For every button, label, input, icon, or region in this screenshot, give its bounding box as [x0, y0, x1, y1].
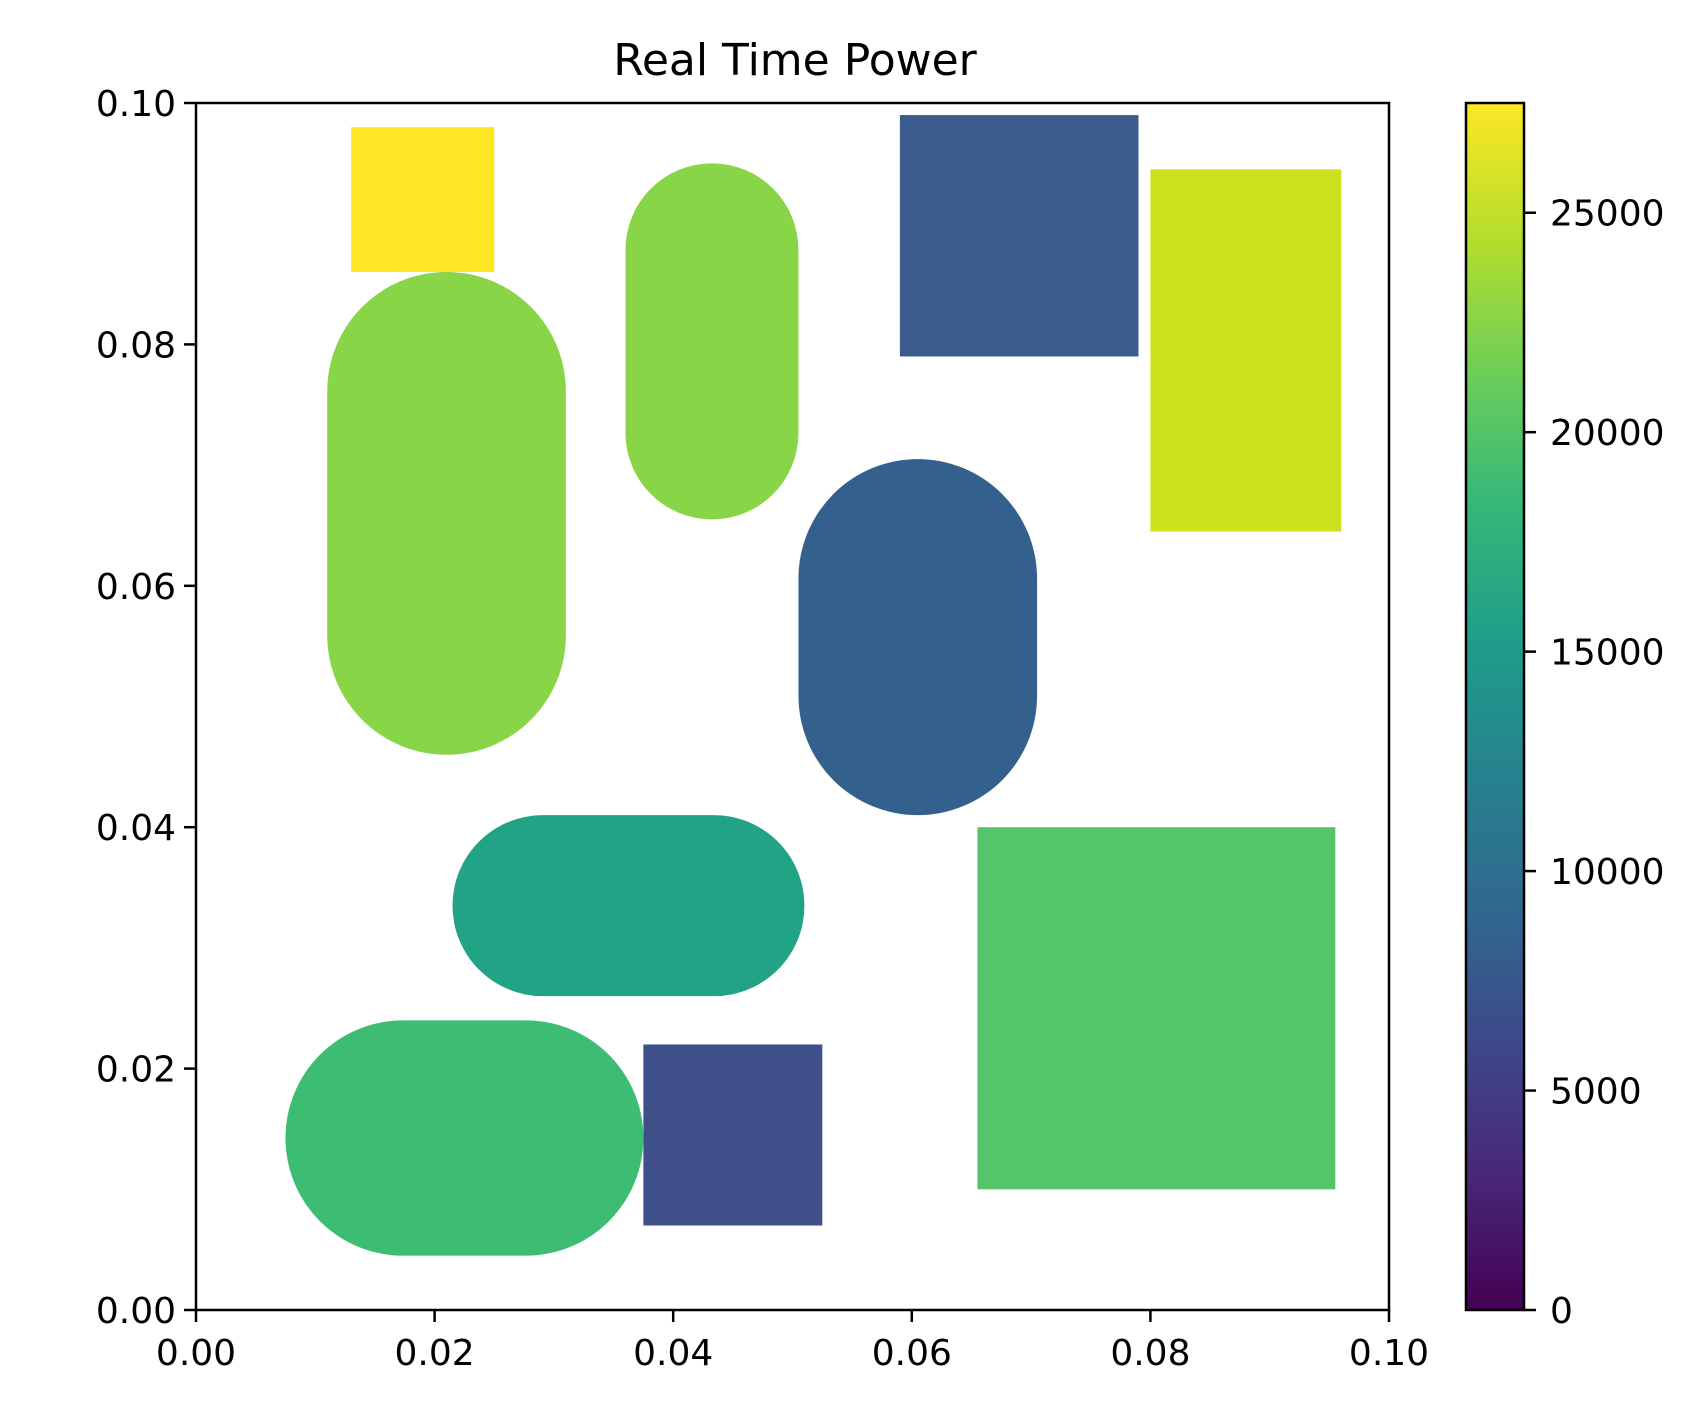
x-tick-label: 0.10 — [1349, 1333, 1429, 1374]
colorbar-gradient — [1466, 103, 1524, 1310]
component-rectangle-4 — [899, 115, 1139, 357]
component-rectangle-8 — [977, 827, 1336, 1190]
component-rectangle-10 — [643, 1044, 823, 1226]
y-tick-label: 0.10 — [96, 84, 176, 125]
plot-area — [285, 115, 1342, 1256]
colorbar-axis: 0 5000 10000 15000 20000 25000 — [1524, 194, 1665, 1332]
chart-title: Real Time Power — [613, 35, 977, 86]
x-tick-label: 0.00 — [156, 1333, 236, 1374]
colorbar-tick-label: 20000 — [1550, 413, 1665, 454]
component-rectangle-5 — [1150, 169, 1342, 532]
y-tick-label: 0.00 — [96, 1291, 176, 1332]
colorbar-tick-label: 5000 — [1550, 1072, 1642, 1113]
component-stadium-7 — [452, 815, 805, 997]
y-axis: 0.00 0.02 0.04 0.06 0.08 0.10 — [96, 84, 196, 1332]
colorbar-tick-label: 10000 — [1550, 852, 1665, 893]
component-stadium-2 — [327, 271, 566, 755]
colorbar-tick-label: 15000 — [1550, 633, 1665, 674]
x-tick-label: 0.08 — [1110, 1333, 1190, 1374]
y-tick-label: 0.02 — [96, 1050, 176, 1091]
y-tick-label: 0.08 — [96, 325, 176, 366]
colorbar-tick-label: 25000 — [1550, 194, 1665, 235]
x-tick-label: 0.04 — [633, 1333, 713, 1374]
component-stadium-3 — [625, 163, 799, 520]
x-axis: 0.00 0.02 0.04 0.06 0.08 0.10 — [156, 1310, 1429, 1374]
x-tick-label: 0.02 — [395, 1333, 475, 1374]
y-tick-label: 0.06 — [96, 567, 176, 608]
plot-frame — [194, 101, 1391, 1312]
component-stadium-6 — [798, 459, 1038, 816]
x-tick-label: 0.06 — [872, 1333, 952, 1374]
colorbar-frame — [1464, 101, 1526, 1312]
colorbar: 0 5000 10000 15000 20000 25000 — [1464, 101, 1665, 1332]
y-tick-label: 0.04 — [96, 808, 176, 849]
colorbar-tick-label: 0 — [1550, 1291, 1573, 1332]
component-stadium-9 — [285, 1020, 644, 1256]
component-rectangle-1 — [351, 127, 495, 272]
